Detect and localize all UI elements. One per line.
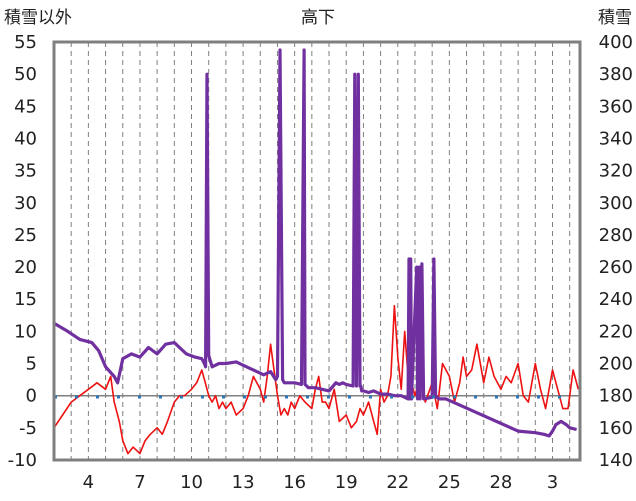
left-y-tick-label: 5 [26,354,37,375]
left-y-tick-label: 10 [14,321,37,342]
right-y-tick-label: 400 [599,32,633,53]
right-y-tick-label: 200 [599,354,633,375]
left-y-tick-labels: -10 -5 0 5 10 15 20 25 30 35 40 45 50 55 [8,32,37,471]
x-tick-label: 4 [83,472,94,493]
right-y-tick-label: 160 [599,418,633,439]
right-y-tick-label: 140 [599,450,633,471]
right-y-tick-label: 340 [599,128,633,149]
right-y-tick-labels: 140 160 180 200 220 240 260 280 300 320 340 360 380 4… [599,32,633,471]
series-line-2 [53,48,577,438]
x-tick-label: 22 [386,472,409,493]
right-y-tick-label: 180 [599,386,633,407]
plot-frame [52,40,582,462]
left-y-tick-label: 45 [14,96,37,117]
left-y-tick-label: 35 [14,161,37,182]
right-y-tick-label: 380 [599,64,633,85]
x-tick-label: 3 [547,472,558,493]
left-y-tick-label: 15 [14,289,37,310]
right-y-tick-label: 360 [599,96,633,117]
x-tick-label: 13 [232,472,255,493]
x-tick-label: 7 [134,472,145,493]
right-y-tick-label: 240 [599,289,633,310]
left-y-tick-label: 0 [26,386,37,407]
left-y-tick-label: 50 [14,64,37,85]
x-tick-label: 10 [180,472,203,493]
left-y-tick-label: 30 [14,193,37,214]
x-tick-labels: 4 7 10 13 16 19 22 25 28 3 [83,472,559,493]
right-y-tick-label: 320 [599,161,633,182]
left-y-tick-label: 40 [14,128,37,149]
chart-title: 高下 [301,8,335,28]
right-axis-label: 積雪 [598,8,632,28]
right-y-tick-label: 300 [599,193,633,214]
left-y-tick-label: -5 [19,418,37,439]
right-y-tick-label: 260 [599,257,633,278]
right-y-tick-label: 220 [599,321,633,342]
right-y-tick-label: 280 [599,225,633,246]
left-y-tick-label: -10 [8,450,37,471]
left-axis-label: 積雪以外 [4,8,72,28]
left-y-tick-label: 25 [14,225,37,246]
x-tick-label: 16 [283,472,306,493]
x-tick-label: 19 [335,472,358,493]
x-tick-label: 28 [489,472,512,493]
series-group [53,48,580,455]
x-tick-label: 25 [438,472,461,493]
left-y-tick-label: 55 [14,32,37,53]
left-y-tick-label: 20 [14,257,37,278]
series-line-1 [53,304,580,455]
